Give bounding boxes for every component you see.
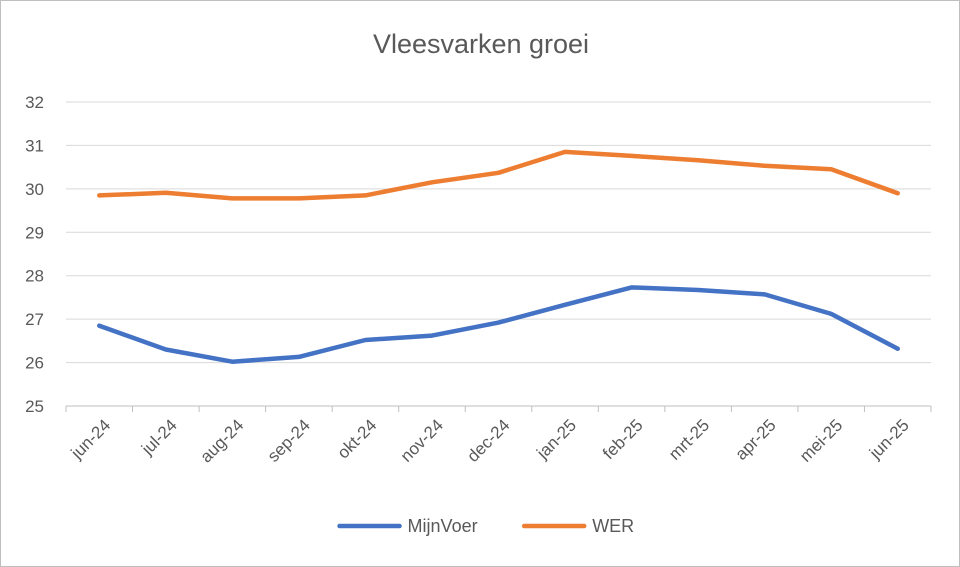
y-tick-label: 29: [25, 223, 44, 242]
x-tick-label: aug-24: [197, 416, 248, 467]
data-point-mijnvoer: [563, 302, 568, 307]
data-point-wer: [230, 196, 235, 201]
x-tick-label: mei-25: [796, 416, 846, 466]
x-tick-label: jun-25: [865, 416, 913, 464]
data-point-wer: [762, 163, 767, 168]
data-point-mijnvoer: [429, 333, 434, 338]
data-point-wer: [629, 153, 634, 158]
x-tick-label: okt-24: [334, 416, 381, 463]
data-point-wer: [895, 191, 900, 196]
x-tick-label: jun-24: [67, 416, 115, 464]
data-point-mijnvoer: [230, 359, 235, 364]
data-point-wer: [163, 190, 168, 195]
data-point-mijnvoer: [829, 311, 834, 316]
data-point-wer: [363, 193, 368, 198]
legend-label-wer: WER: [592, 516, 634, 536]
data-point-wer: [97, 193, 102, 198]
data-point-wer: [829, 167, 834, 172]
data-point-wer: [696, 158, 701, 163]
data-point-mijnvoer: [696, 288, 701, 293]
x-tick-label: jul-24: [137, 416, 181, 460]
x-tick-label: mrt-25: [665, 416, 713, 464]
data-point-mijnvoer: [163, 347, 168, 352]
data-point-wer: [563, 149, 568, 154]
y-tick-label: 25: [25, 397, 44, 416]
data-point-wer: [496, 170, 501, 175]
y-tick-label: 26: [25, 354, 44, 373]
data-point-mijnvoer: [296, 354, 301, 359]
y-tick-label: 30: [25, 180, 44, 199]
x-tick-label: apr-25: [732, 416, 780, 464]
y-tick-label: 27: [25, 310, 44, 329]
y-tick-label: 31: [25, 136, 44, 155]
y-tick-label: 32: [25, 93, 44, 112]
series-lines: [97, 149, 900, 364]
data-point-mijnvoer: [895, 346, 900, 351]
series-line-wer: [97, 149, 900, 201]
chart-title: Vleesvarken groei: [372, 29, 590, 59]
data-point-wer: [429, 180, 434, 185]
x-tick-label: nov-24: [397, 416, 447, 466]
x-tick-label: jan-25: [533, 416, 581, 464]
data-point-mijnvoer: [97, 323, 102, 328]
data-point-wer: [296, 196, 301, 201]
data-point-mijnvoer: [363, 337, 368, 342]
x-tick-label: feb-25: [599, 416, 647, 464]
y-tick-label: 28: [25, 267, 44, 286]
legend-label-mijnvoer: MijnVoer: [408, 516, 478, 536]
data-point-mijnvoer: [496, 320, 501, 325]
axes: 25 26 27 28 29 30 31 32 jun-24 jul-24 aug-24 sep-24…: [25, 93, 932, 467]
x-tick-label: sep-24: [264, 416, 314, 466]
gridlines: [66, 101, 931, 407]
legend: MijnVoer WER: [337, 516, 634, 536]
data-point-mijnvoer: [629, 285, 634, 290]
data-point-mijnvoer: [762, 292, 767, 297]
x-tick-label: dec-24: [463, 416, 513, 466]
